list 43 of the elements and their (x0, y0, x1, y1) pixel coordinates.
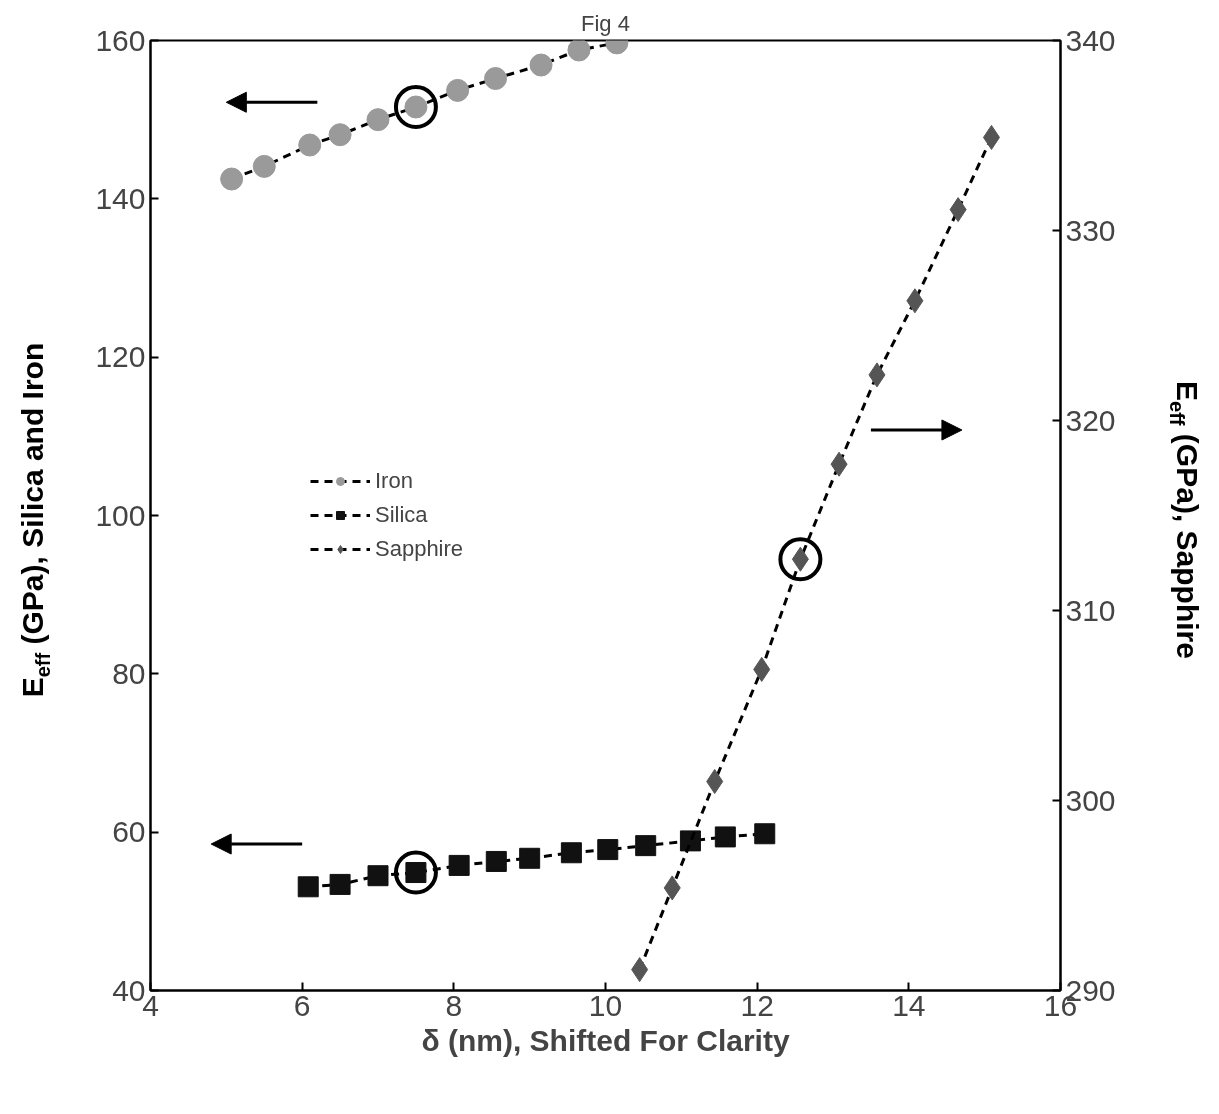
point (446, 78, 470, 102)
x-axis-title: δ (nm), Shifted For Clarity (421, 1023, 790, 1057)
point (597, 839, 619, 861)
point (252, 154, 276, 178)
x-tick-label: 6 (293, 988, 311, 1022)
x-tick-label: 10 (588, 988, 623, 1022)
point (519, 847, 541, 869)
y-tick-label: 120 (95, 340, 146, 374)
y2-tick-label: 310 (1065, 593, 1116, 627)
y2-tick-label: 300 (1065, 783, 1116, 817)
x-tick-label: 12 (740, 988, 774, 1022)
y2-tick-label: 330 (1065, 213, 1116, 247)
point (448, 854, 470, 876)
y-tick-label: 80 (112, 656, 146, 690)
point (367, 865, 389, 887)
point (484, 67, 508, 90)
y-tick-label: 60 (112, 815, 146, 849)
legend-label: Silica (375, 502, 428, 528)
x-tick-label: 8 (445, 988, 463, 1022)
y-tick-label: 140 (95, 181, 146, 215)
point (297, 876, 319, 898)
point (567, 40, 591, 62)
point (529, 53, 553, 77)
x-tick-label: 14 (892, 988, 926, 1022)
legend-label: Sapphire (375, 536, 464, 562)
point (635, 835, 657, 857)
y-tick-label: 160 (95, 23, 146, 57)
point (754, 823, 776, 845)
y-tick-label: 40 (112, 973, 146, 1007)
point (485, 850, 507, 872)
point (328, 123, 352, 147)
point (714, 826, 736, 848)
point (706, 769, 724, 794)
point (560, 842, 582, 864)
point (366, 108, 390, 132)
legend-label: Iron (375, 468, 413, 494)
point (298, 133, 322, 157)
y2-tick-label: 340 (1065, 23, 1116, 57)
chart-title: Fig 4 (581, 10, 630, 36)
point (329, 873, 351, 895)
point (220, 167, 244, 191)
y2-tick-label: 320 (1065, 403, 1116, 437)
y-tick-label: 100 (95, 498, 146, 532)
